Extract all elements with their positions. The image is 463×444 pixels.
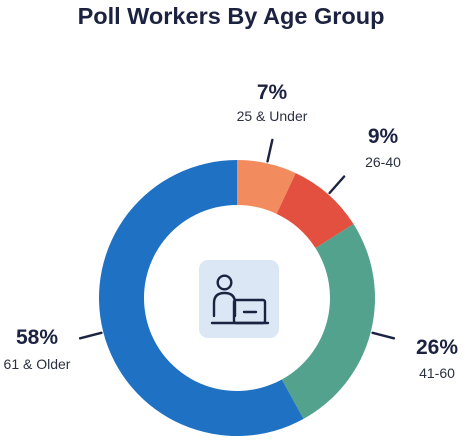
value-label-61-and-older: 58% <box>16 326 58 349</box>
value-label-41-60: 26% <box>416 336 458 359</box>
category-label-26-40: 26-40 <box>365 154 401 170</box>
category-label-25-and-under: 25 & Under <box>237 108 308 124</box>
leader-line-26-40 <box>328 175 346 195</box>
slice-25-and-under <box>237 160 296 214</box>
leader-line-25-and-under <box>266 138 274 163</box>
donut-slices <box>98 160 375 436</box>
slice-41-60 <box>281 224 375 419</box>
leader-line-61-and-older <box>78 331 103 340</box>
leader-lines <box>78 138 396 340</box>
slice-26-40 <box>276 173 354 249</box>
value-label-26-40: 9% <box>368 125 399 148</box>
chart-title: Poll Workers By Age Group <box>78 3 385 29</box>
poll-worker-desk-icon <box>199 260 279 338</box>
leader-line-41-60 <box>371 331 396 340</box>
slice-labels: 7% 25 & Under 9% 26-40 26% 41-60 58% 61 & Older <box>4 81 459 381</box>
category-label-61-and-older: 61 & Older <box>4 356 71 372</box>
category-label-41-60: 41-60 <box>419 365 455 381</box>
slice-61-and-older <box>98 160 304 436</box>
value-label-25-and-under: 7% <box>257 81 288 104</box>
